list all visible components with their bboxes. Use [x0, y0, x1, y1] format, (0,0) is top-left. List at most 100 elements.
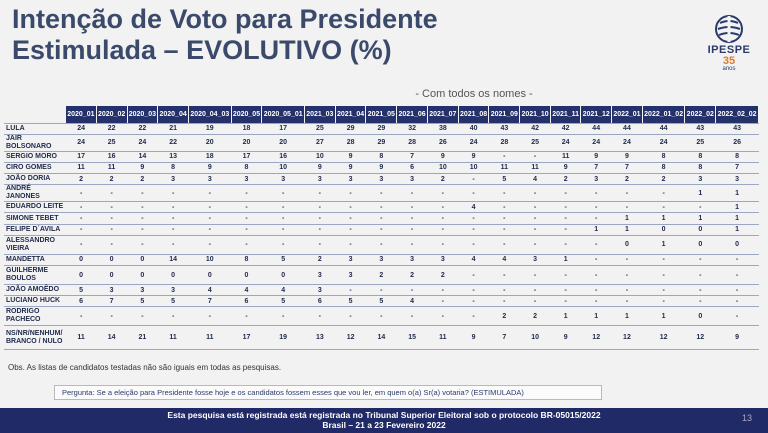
table-cell: 4	[458, 254, 489, 267]
table-cell: 3	[261, 173, 305, 186]
table-cell: 9	[427, 151, 459, 163]
observation-note: Obs. As listas de candidatos testadas nã…	[8, 363, 282, 372]
table-cell: 25	[684, 134, 716, 152]
table-cell: 21	[157, 123, 189, 135]
table-cell: 3	[335, 173, 366, 186]
table-cell: -	[365, 212, 397, 225]
table-row: ALESSANDRO VIEIRA - - - - - - - - - - - - - - - - -0 1 0 0	[4, 235, 759, 255]
table-cell: 2	[427, 265, 459, 285]
table-cell: -	[96, 184, 127, 203]
table-cell: 1	[715, 212, 759, 225]
table-cell: 5	[66, 284, 97, 297]
table-cell: 1	[580, 224, 612, 236]
table-cell: 20	[261, 134, 305, 152]
logo-years: 35	[722, 55, 736, 67]
table-cell: 0	[231, 265, 262, 285]
table-cell: 8	[231, 162, 262, 175]
table-cell: 40	[458, 123, 489, 135]
candidate-name: ANDRÉ JANONES	[4, 184, 66, 203]
table-cell: 13	[157, 151, 189, 163]
column-header: 2020_02	[96, 106, 128, 124]
logo-brand: IPESPE	[707, 44, 751, 56]
column-header: 2021_03	[304, 106, 336, 124]
table-cell: 3	[519, 254, 551, 267]
table-cell: 12	[684, 325, 716, 351]
table-cell: 18	[231, 123, 262, 135]
table-cell: 29	[335, 123, 366, 135]
table-cell: -	[261, 224, 305, 236]
table-cell: 26	[715, 134, 759, 152]
table-cell: -	[157, 201, 189, 214]
table-cell: 27	[304, 134, 336, 152]
table-cell: 17	[66, 151, 97, 163]
table-cell: -	[611, 184, 643, 203]
column-header: 2020_05_01	[261, 106, 305, 124]
table-cell: 3	[365, 254, 397, 267]
table-cell: -	[231, 184, 262, 203]
table-cell: 3	[188, 173, 232, 186]
table-cell: -	[458, 184, 489, 203]
table-cell: 9	[127, 162, 158, 175]
table-cell: 3	[427, 254, 459, 267]
table-row: JOÃO DORIA 2 2 2 3 3 3 3 3 3 3 3 2-5 4 2 3 2 2 3 3	[4, 173, 759, 186]
table-cell: 0	[188, 265, 232, 285]
table-row: ANDRÉ JANONES - - - - - - - - - - - - - - - - - - -1 1	[4, 184, 759, 203]
table-cell: 3	[684, 173, 716, 186]
table-cell: 2	[127, 173, 158, 186]
table-cell: 2	[96, 173, 127, 186]
table-cell: 5	[365, 295, 397, 308]
table-cell: -	[488, 235, 520, 255]
table-cell: 24	[580, 134, 612, 152]
table-cell: 10	[458, 162, 489, 175]
table-cell: 1	[715, 201, 759, 214]
table-cell: -	[550, 201, 581, 214]
table-cell: 2	[66, 173, 97, 186]
table-cell: 2	[427, 173, 459, 186]
column-header: 2021_10	[519, 106, 551, 124]
table-cell: 11	[157, 325, 189, 351]
table-cell: -	[127, 306, 158, 327]
table-cell: 9	[335, 151, 366, 163]
table-cell: -	[188, 224, 232, 236]
table-cell: -	[231, 235, 262, 255]
table-cell: 11	[96, 162, 127, 175]
table-cell: -	[519, 151, 551, 163]
table-cell: -	[66, 224, 97, 236]
table-cell: -	[550, 224, 581, 236]
table-cell: -	[715, 284, 759, 297]
table-cell: -	[261, 184, 305, 203]
table-cell: -	[488, 265, 520, 285]
table-cell: 8	[715, 151, 759, 163]
table-cell: -	[157, 224, 189, 236]
footer-date: Brasil – 21 a 23 Fevereiro 2022	[322, 420, 446, 430]
table-cell: 4	[458, 201, 489, 214]
table-cell: 42	[550, 123, 581, 135]
table-cell: -	[66, 201, 97, 214]
table-cell: -	[335, 201, 366, 214]
table-row: SIMONE TEBET - - - - - - - - - - - - - - - - -1 1 1 1	[4, 212, 759, 225]
table-cell: -	[396, 201, 428, 214]
table-cell: -	[611, 254, 643, 267]
table-cell: 25	[304, 123, 336, 135]
table-row: CIRO GOMES 11 11 9 8 9 8 10 9 9 9 6 10 10 11 11 9 7 7 8 8 7	[4, 162, 759, 175]
table-cell: 0	[261, 265, 305, 285]
table-cell: 0	[684, 235, 716, 255]
table-cell: -	[188, 184, 232, 203]
table-cell: 3	[304, 173, 336, 186]
table-cell: -	[396, 235, 428, 255]
table-cell: 3	[396, 173, 428, 186]
table-cell: 0	[66, 254, 97, 267]
table-cell: 3	[335, 265, 366, 285]
table-cell: -	[642, 295, 685, 308]
table-cell: -	[335, 212, 366, 225]
column-header: 2022_01_02	[642, 106, 686, 124]
table-cell: 9	[611, 151, 643, 163]
table-cell: -	[488, 284, 520, 297]
table-cell: 0	[96, 254, 127, 267]
table-cell: 4	[231, 284, 262, 297]
table-cell: 19	[188, 123, 232, 135]
table-cell: 5	[127, 295, 158, 308]
column-header: 2021_07	[427, 106, 459, 124]
table-cell: 16	[96, 151, 127, 163]
table-cell: 15	[396, 325, 428, 351]
